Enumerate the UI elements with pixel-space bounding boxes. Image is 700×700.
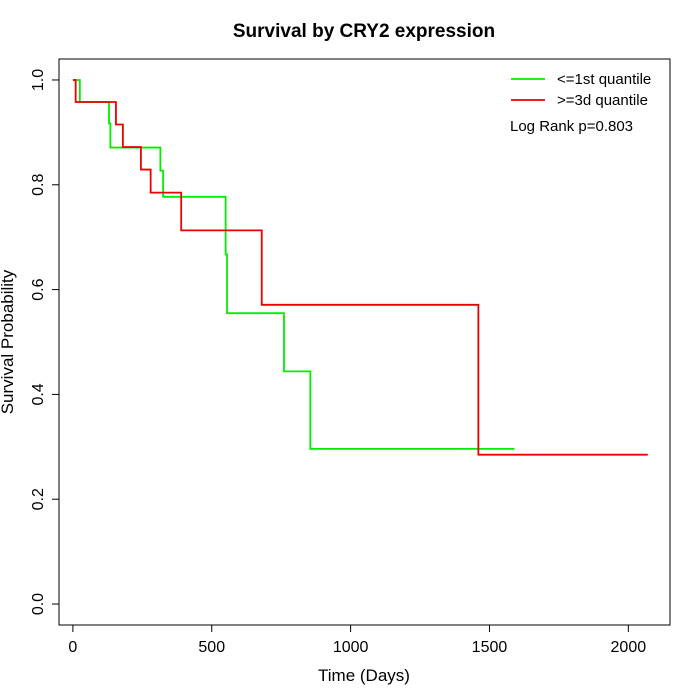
x-tick-label: 0: [68, 639, 77, 656]
legend-label-series-2: >=3d quantile: [557, 92, 648, 109]
legend-label-series-1: <=1st quantile: [557, 71, 651, 88]
km-curve-series-1: [72, 79, 515, 450]
x-tick-label: 2000: [611, 639, 647, 656]
x-axis-label: Time (Days): [318, 666, 410, 685]
x-tick-label: 1500: [472, 639, 508, 656]
y-axis-label: Survival Probability: [0, 269, 17, 414]
x-axis: 0 500 1000 1500 2000: [68, 624, 647, 656]
legend: <=1st quantile >=3d quantile: [511, 71, 651, 109]
chart-title: Survival by CRY2 expression: [233, 21, 495, 42]
y-tick-label: 0.8: [30, 174, 47, 196]
y-axis: 0.0 0.2 0.4 0.6 0.8 1.0: [30, 69, 60, 615]
y-tick-label: 0.0: [30, 593, 47, 615]
y-tick-label: 0.6: [30, 278, 47, 300]
x-tick-label: 1000: [333, 639, 369, 656]
log-rank-annotation: Log Rank p=0.803: [510, 118, 633, 135]
y-tick-label: 0.4: [30, 383, 47, 405]
y-tick-label: 1.0: [30, 69, 47, 91]
km-curve-series-2: [72, 79, 648, 456]
series-layer: [72, 79, 648, 456]
x-tick-label: 500: [198, 639, 225, 656]
y-tick-label: 0.2: [30, 488, 47, 510]
